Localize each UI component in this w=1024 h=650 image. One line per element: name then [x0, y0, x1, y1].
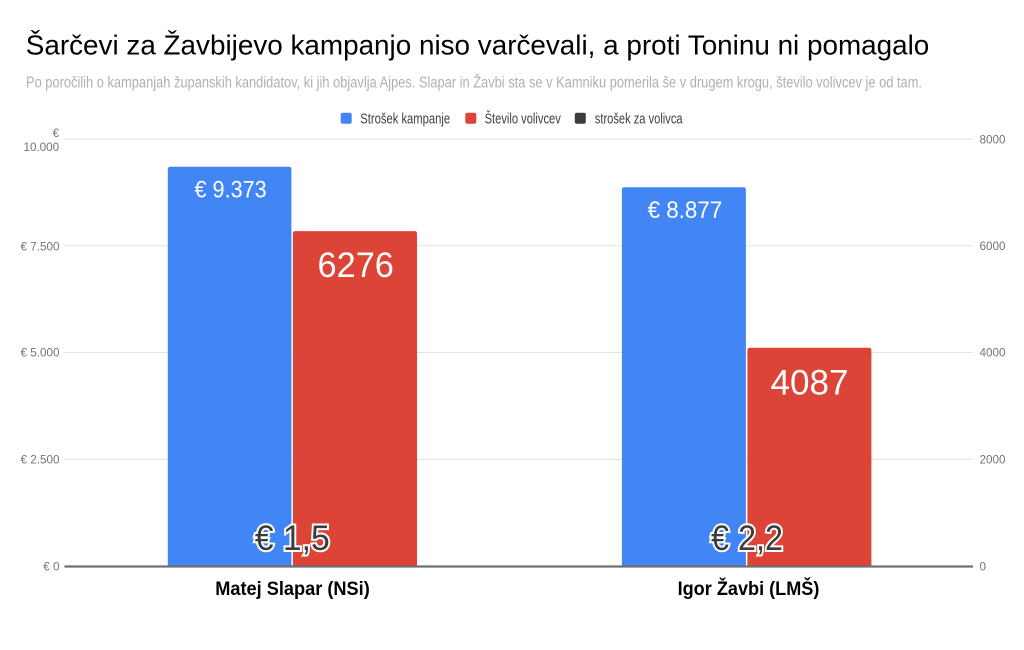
svg-text:€ 1,5: € 1,5	[255, 519, 330, 558]
svg-text:4087: 4087	[771, 364, 849, 403]
svg-text:€ 8.877: € 8.877	[648, 197, 723, 224]
svg-text:Po poročilih o kampanjah župan: Po poročilih o kampanjah županskih kandi…	[26, 75, 922, 92]
svg-text:€ 0: € 0	[43, 561, 60, 574]
svg-text:Matej Slapar (NSi): Matej Slapar (NSi)	[215, 579, 370, 600]
svg-text:6000: 6000	[980, 240, 1007, 253]
svg-text:€ 5.000: € 5.000	[21, 347, 60, 360]
svg-text:€ 2.500: € 2.500	[21, 453, 60, 466]
svg-text:2000: 2000	[980, 453, 1007, 466]
svg-text:10.000: 10.000	[23, 141, 59, 154]
svg-text:strošek za volivca: strošek za volivca	[595, 112, 684, 128]
svg-text:Število volivcev: Število volivcev	[485, 111, 562, 128]
svg-text:Strošek kampanje: Strošek kampanje	[360, 112, 450, 128]
svg-text:8000: 8000	[980, 133, 1007, 146]
svg-text:6276: 6276	[318, 246, 394, 285]
svg-text:4000: 4000	[980, 347, 1007, 360]
svg-text:€ 7.500: € 7.500	[21, 240, 60, 253]
svg-text:€: €	[53, 127, 60, 140]
svg-text:€ 9.373: € 9.373	[195, 177, 267, 204]
svg-text:Igor Žavbi (LMŠ): Igor Žavbi (LMŠ)	[678, 578, 820, 600]
svg-text:0: 0	[980, 561, 987, 574]
svg-text:€ 2,2: € 2,2	[711, 519, 783, 558]
svg-text:Šarčevi za Žavbijevo kampanjo: Šarčevi za Žavbijevo kampanjo niso varče…	[26, 30, 929, 61]
